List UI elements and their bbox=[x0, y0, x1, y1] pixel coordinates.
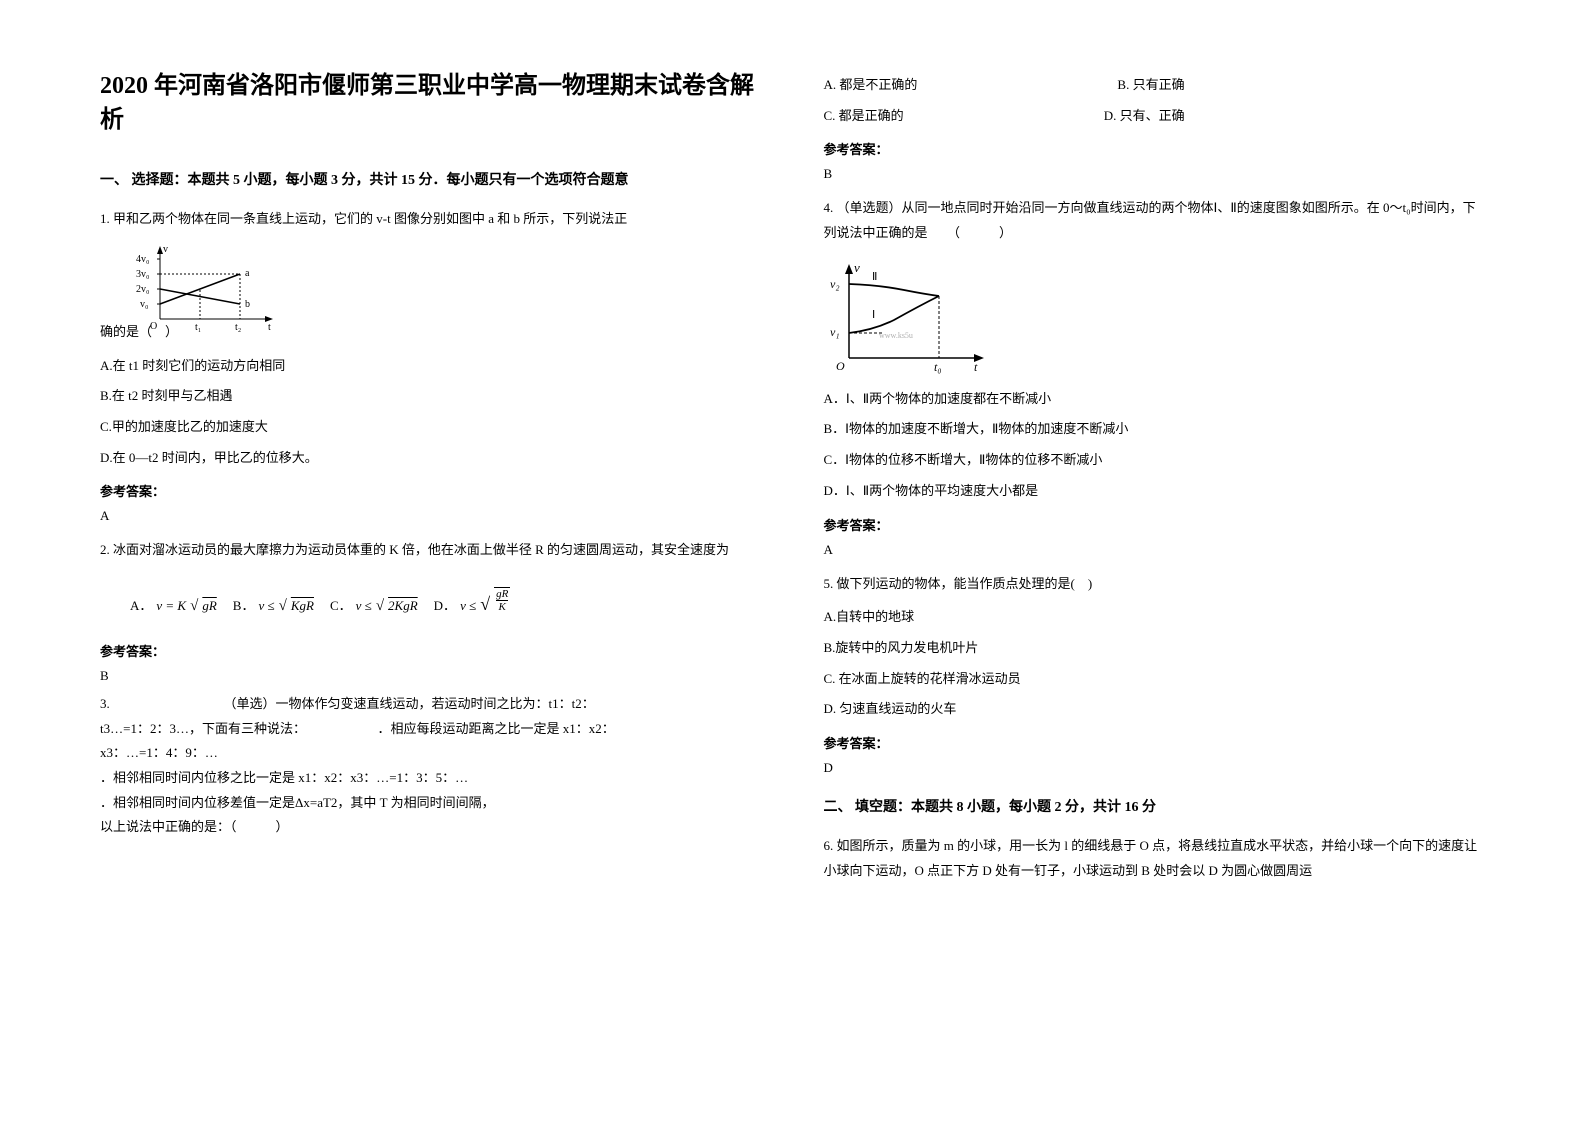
curve-I-label: Ⅰ bbox=[872, 309, 875, 321]
q1-option-b: B.在 t2 时刻甲与乙相遇 bbox=[100, 384, 764, 409]
q2-a-label: A． bbox=[130, 595, 152, 614]
y-label-3v0: 3v₀ bbox=[136, 269, 150, 280]
q5-option-a: A.自转中的地球 bbox=[824, 605, 1488, 630]
q3-option-c: C. 都是正确的 bbox=[824, 104, 904, 129]
line-a-label: a bbox=[245, 268, 250, 279]
q4-graph: v v₂ v₁ O t₀ t Ⅰ Ⅱ www.ks5u bbox=[824, 258, 1488, 378]
section-2-header: 二、 填空题：本题共 8 小题，每小题 2 分，共计 16 分 bbox=[824, 796, 1488, 816]
q3-stem-2: t3…=1：2：3…，下面有三种说法： ．相应每段运动距离之比一定是 x1：x2… bbox=[100, 717, 764, 742]
q3-answer-label: 参考答案： bbox=[824, 139, 1488, 158]
q5-option-b: B.旋转中的风力发电机叶片 bbox=[824, 636, 1488, 661]
q5-option-c: C. 在冰面上旋转的花样滑冰运动员 bbox=[824, 667, 1488, 692]
q3-stem-6: 以上说法中正确的是：（ ） bbox=[100, 815, 764, 840]
q5-option-d: D. 匀速直线运动的火车 bbox=[824, 697, 1488, 722]
q3-stem-5: ．相邻相同时间内位移差值一定是Δx=aT2，其中 T 为相同时间间隔， bbox=[100, 791, 764, 816]
q4-option-a: A．Ⅰ、Ⅱ两个物体的加速度都在不断减小 bbox=[824, 387, 1488, 412]
document-title: 2020 年河南省洛阳市偃师第三职业中学高一物理期末试卷含解析 bbox=[100, 70, 764, 137]
y-label-2v0: 2v₀ bbox=[136, 284, 150, 295]
q5-stem: 5. 做下列运动的物体，能当作质点处理的是( ) bbox=[824, 572, 1488, 597]
v-axis-label-2: v bbox=[854, 260, 860, 275]
q3-option-b: B. 只有正确 bbox=[1117, 73, 1184, 98]
q2-option-a: A． v = K√gR bbox=[130, 595, 217, 615]
q3-option-a: A. 都是不正确的 bbox=[824, 73, 918, 98]
q2-option-c: C． v ≤ √2KgR bbox=[330, 595, 418, 615]
q1-stem-after: 确的是（ ） bbox=[100, 320, 764, 345]
q2-option-d: D． v ≤ √gRK bbox=[434, 587, 511, 615]
q3-option-row-2: C. 都是正确的 D. 只有、正确 bbox=[824, 104, 1488, 129]
watermark: www.ks5u bbox=[879, 331, 913, 340]
q2-answer-label: 参考答案： bbox=[100, 641, 764, 660]
section-1-header: 一、 选择题：本题共 5 小题，每小题 3 分，共计 15 分．每小题只有一个选… bbox=[100, 169, 764, 189]
q4-stem: 4. （单选题）从同一地点同时开始沿同一方向做直线运动的两个物体Ⅰ、Ⅱ的速度图象… bbox=[824, 196, 1488, 245]
vt-graph-2: v v₂ v₁ O t₀ t Ⅰ Ⅱ www.ks5u bbox=[824, 258, 994, 378]
q1-option-d: D.在 0—t2 时间内，甲比乙的位移大。 bbox=[100, 446, 764, 471]
q4-option-d: D．Ⅰ、Ⅱ两个物体的平均速度大小都是 bbox=[824, 479, 1488, 504]
q6-stem: 6. 如图所示，质量为 m 的小球，用一长为 l 的细线悬于 O 点，将悬线拉直… bbox=[824, 834, 1488, 883]
q3-option-d: D. 只有、正确 bbox=[1104, 104, 1185, 129]
q3-stem-4: ．相邻相同时间内位移之比一定是 x1：x2：x3：…=1：3：5：… bbox=[100, 766, 764, 791]
q2-c-label: C． bbox=[330, 595, 352, 614]
origin-label-2: O bbox=[836, 359, 845, 373]
q1-option-a: A.在 t1 时刻它们的运动方向相同 bbox=[100, 354, 764, 379]
q5-answer-label: 参考答案： bbox=[824, 733, 1488, 752]
q2-answer: B bbox=[100, 668, 764, 684]
q2-stem: 2. 冰面对溜冰运动员的最大摩擦力为运动员体重的 K 倍，他在冰面上做半径 R … bbox=[100, 538, 764, 563]
v2-label: v₂ bbox=[830, 277, 840, 291]
t0-label: t₀ bbox=[934, 360, 942, 374]
q5-answer: D bbox=[824, 760, 1488, 776]
left-column: 2020 年河南省洛阳市偃师第三职业中学高一物理期末试卷含解析 一、 选择题：本… bbox=[100, 70, 764, 1052]
q1-option-c: C.甲的加速度比乙的加速度大 bbox=[100, 415, 764, 440]
q3-stem-1: 3. （单选）一物体作匀变速直线运动，若运动时间之比为：t1：t2： bbox=[100, 692, 764, 717]
t-axis-label-2: t bbox=[974, 360, 978, 374]
y-label-v0: v₀ bbox=[140, 299, 149, 310]
q3-option-row-1: A. 都是不正确的 B. 只有正确 bbox=[824, 73, 1488, 98]
q3-answer: B bbox=[824, 166, 1488, 182]
curve-II-label: Ⅱ bbox=[872, 271, 877, 283]
q4-answer-label: 参考答案： bbox=[824, 515, 1488, 534]
q2-option-b: B． v ≤ √KgR bbox=[233, 595, 314, 615]
q2-formula-row: A． v = K√gR B． v ≤ √KgR C． v ≤ √2KgR D． … bbox=[130, 587, 764, 615]
q3-stem-3: x3：…=1：4：9：… bbox=[100, 741, 764, 766]
q1-answer: A bbox=[100, 508, 764, 524]
y-label-4v0: 4v₀ bbox=[136, 254, 150, 265]
right-column: A. 都是不正确的 B. 只有正确 C. 都是正确的 D. 只有、正确 参考答案… bbox=[824, 70, 1488, 1052]
q2-d-label: D． bbox=[434, 595, 456, 614]
v-axis-label: v bbox=[163, 244, 168, 255]
q4-answer: A bbox=[824, 542, 1488, 558]
v1-label: v₁ bbox=[830, 325, 840, 339]
q2-b-label: B． bbox=[233, 595, 255, 614]
line-b-label: b bbox=[245, 299, 250, 310]
q4-option-c: C．Ⅰ物体的位移不断增大，Ⅱ物体的位移不断减小 bbox=[824, 448, 1488, 473]
q4-option-b: B．Ⅰ物体的加速度不断增大，Ⅱ物体的加速度不断减小 bbox=[824, 417, 1488, 442]
q1-answer-label: 参考答案： bbox=[100, 481, 764, 500]
q1-stem: 1. 甲和乙两个物体在同一条直线上运动，它们的 v-t 图像分别如图中 a 和 … bbox=[100, 207, 764, 232]
